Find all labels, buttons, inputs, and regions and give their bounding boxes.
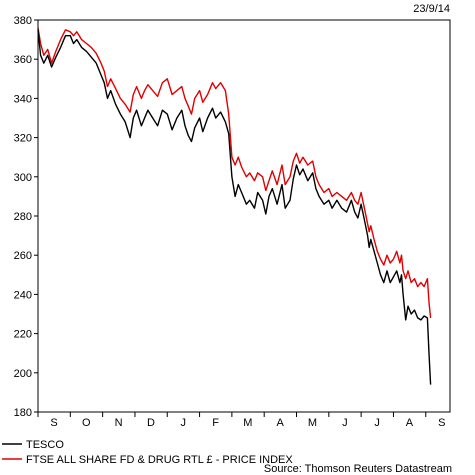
legend-label-tesco: TESCO — [26, 439, 64, 451]
plot-frame — [37, 19, 451, 413]
y-axis: 180 200 220 240 260 280 300 320 340 360 380 — [14, 15, 38, 419]
y-tick-label: 380 — [14, 15, 32, 27]
y-tick-label: 340 — [14, 93, 32, 105]
x-tick-label: M — [308, 417, 317, 429]
x-tick-label: J — [374, 417, 380, 429]
y-tick-label: 220 — [14, 329, 32, 341]
source-note: Source: Thomson Reuters Datastream — [264, 463, 452, 475]
chart-date: 23/9/14 — [413, 3, 450, 15]
x-tick-label: D — [147, 417, 155, 429]
x-tick-label: A — [277, 417, 285, 429]
x-tick-label: J — [181, 417, 187, 429]
series-line-ftse-food-drug-retail — [37, 27, 432, 318]
y-tick-label: 180 — [14, 407, 32, 419]
x-tick-label: N — [115, 417, 123, 429]
y-tick-label: 300 — [14, 172, 32, 184]
y-tick-label: 200 — [14, 368, 32, 380]
x-tick-label: O — [82, 417, 91, 429]
legend: TESCO FTSE ALL SHARE FD & DRUG RTL £ - P… — [2, 439, 293, 466]
y-tick-label: 240 — [14, 289, 32, 301]
legend-label-ftse: FTSE ALL SHARE FD & DRUG RTL £ - PRICE I… — [26, 454, 293, 466]
y-tick-label: 280 — [14, 211, 32, 223]
x-tick-label: S — [438, 417, 445, 429]
y-tick-label: 260 — [14, 250, 32, 262]
x-tick-label: M — [243, 417, 252, 429]
x-tick-label: F — [212, 417, 219, 429]
y-tick-label: 320 — [14, 133, 32, 145]
x-tick-label: J — [342, 417, 348, 429]
x-tick-label: A — [406, 417, 414, 429]
series-line-tesco — [37, 29, 432, 385]
y-tick-label: 360 — [14, 54, 32, 66]
x-tick-label: S — [50, 417, 57, 429]
series-lines — [37, 27, 432, 385]
